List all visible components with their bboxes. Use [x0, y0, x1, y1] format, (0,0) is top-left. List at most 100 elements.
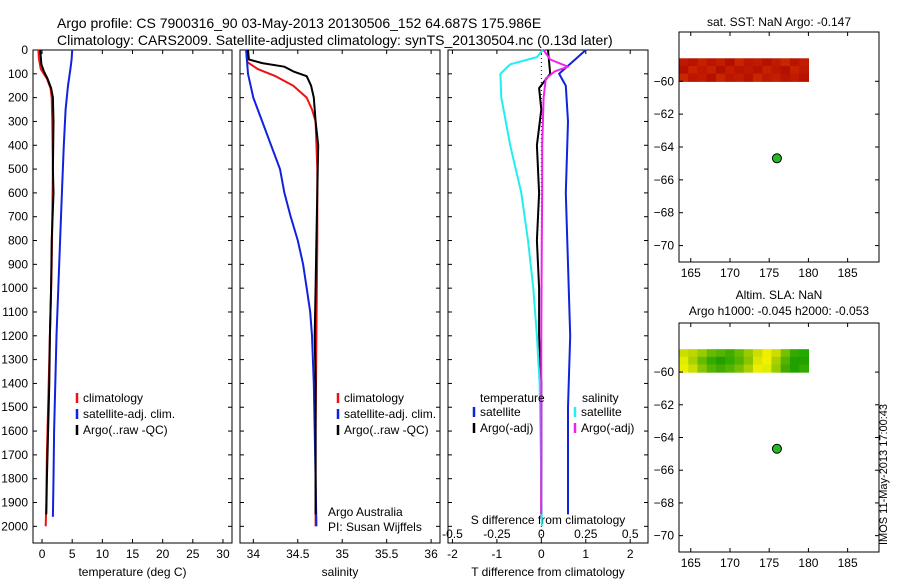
temperature-ytick-label: 600 [8, 186, 28, 200]
salinity-xtick-label: 34.5 [286, 547, 310, 561]
difference-series-satellite [558, 49, 587, 515]
sla_map-cell [725, 349, 736, 358]
difference-xtick-label: 2 [627, 547, 634, 561]
temperature-ytick-label: 1300 [1, 353, 28, 367]
difference-legend-header-salinity: salinity [582, 391, 619, 405]
sla_map-cell [743, 364, 754, 373]
sst_map-argo-marker [771, 153, 782, 164]
sla_map-cell [752, 349, 763, 358]
temperature-ytick-label: 500 [8, 162, 28, 176]
sla_map-xtick-label: 180 [798, 556, 818, 570]
sst_map-cell [679, 58, 689, 67]
sla_map-cell [789, 349, 800, 358]
footer-credit: IMOS 11-May-2013 17:00:43 [878, 404, 890, 545]
sla_map-cell [697, 349, 708, 358]
sla_map-xtick-label: 175 [759, 556, 779, 570]
difference-frame [447, 49, 649, 544]
sla_map-cell [679, 364, 689, 373]
sst_map-cell [762, 73, 773, 82]
sst_map-cell [771, 65, 782, 75]
difference-xtick-label: -2 [447, 547, 458, 561]
sla_map-ytick-label: −70 [654, 529, 675, 543]
temperature-ytick-label: 1400 [1, 376, 28, 390]
sla_map-cell [743, 356, 754, 366]
temperature-xtick-label: 30 [216, 547, 230, 561]
difference-legend-header-temperature: temperature [480, 391, 545, 405]
temperature-frame [32, 49, 233, 544]
sst_map-cell [789, 65, 800, 75]
sst_map-ytick-label: −70 [654, 239, 675, 253]
sst_map-cell [762, 58, 773, 67]
sst_map-cell [715, 73, 726, 82]
temperature-ytick-label: 1900 [1, 496, 28, 510]
temperature-xlabel: temperature (deg C) [78, 565, 186, 579]
temperature-ytick-label: 100 [8, 67, 28, 81]
sst_map-cell [734, 65, 745, 75]
temperature-legend-label: Argo(..raw -QC) [83, 423, 168, 437]
sst_map-cell [725, 73, 736, 82]
salinity-frame [239, 49, 441, 544]
sst_map-cell [752, 73, 763, 82]
sla_map-cell [715, 364, 726, 373]
sla_map-cell [799, 356, 810, 366]
sla_map-cell [734, 364, 745, 373]
salinity-legend-label: satellite-adj. clim. [344, 407, 436, 421]
salinity-xtick-label: 36 [424, 547, 438, 561]
temperature-ytick-label: 1200 [1, 329, 28, 343]
temperature-xtick-label: 10 [96, 547, 110, 561]
sst_map-cell [799, 73, 810, 82]
temperature-ytick-label: 700 [8, 210, 28, 224]
sst_map-cell [789, 73, 800, 82]
sla_map-cell [743, 349, 754, 358]
sst_map-cell [734, 58, 745, 67]
sla_map-chart: 165 170 175 180 185 −60 −62 −64 −66 −68 −70 Altim. … [654, 288, 880, 570]
temperature-chart: 0 5 10 15 20 25 300100200300400500600700800900… [1, 43, 233, 579]
temperature-ytick-label: 1500 [1, 400, 28, 414]
sst_map-cell [780, 73, 791, 82]
sla_map-cell [697, 356, 708, 366]
sla_map-xtick-label: 185 [838, 556, 858, 570]
difference-xtick-top-label: 0 [538, 527, 545, 541]
sst_map-cell [715, 58, 726, 67]
temperature-ytick-label: 1000 [1, 281, 28, 295]
sst_map-xtick-label: 175 [759, 266, 779, 280]
sla_map-cell [725, 356, 736, 366]
figure-title-line2: Climatology: CARS2009. Satellite-adjuste… [57, 32, 613, 48]
sla_map-cell [725, 364, 736, 373]
sst_map-cell [799, 65, 810, 75]
sst_map-cell [771, 73, 782, 82]
sla_map-cell [688, 356, 699, 366]
salinity-xtick-label: 34 [247, 547, 261, 561]
sla_map-ytick-label: −64 [654, 431, 675, 445]
sla_map-cell [780, 356, 791, 366]
sla_map-cell [715, 356, 726, 366]
salinity-legend-label: climatology [344, 391, 404, 405]
sla_map-cell [734, 356, 745, 366]
temperature-xtick-label: 5 [69, 547, 76, 561]
sst_map-cell [799, 58, 810, 67]
temperature-ytick-label: 300 [8, 114, 28, 128]
difference-xtick-top-label: 0.25 [574, 527, 598, 541]
salinity-xtick-label: 35.5 [375, 547, 399, 561]
salinity-series-satellite [245, 49, 318, 527]
sst_map-cell [688, 58, 699, 67]
sla_map-cell [679, 349, 689, 358]
difference-series-sat_salinity [499, 49, 544, 527]
temperature-xtick-label: 0 [39, 547, 46, 561]
sst_map-cell [762, 65, 773, 75]
sst_map-chart: 165 170 175 180 185 −60 −62 −64 −66 −68 −70 sat. SS… [654, 15, 880, 280]
sla_map-cell [706, 364, 717, 373]
sla_map-cell [780, 349, 791, 358]
temperature-ytick-label: 1700 [1, 448, 28, 462]
salinity-legend-label: Argo(..raw -QC) [344, 423, 429, 437]
sla_map-xtick-label: 165 [681, 556, 701, 570]
sst_map-cell [734, 73, 745, 82]
sla_map-ytick-label: −62 [654, 398, 675, 412]
sst_map-cell [697, 65, 708, 75]
difference-chart: -2 -1 0 1 2T difference from climatology -0.5… [442, 49, 649, 579]
sla_map-cell [762, 364, 773, 373]
sst_map-cell [688, 65, 699, 75]
difference-xtick-top-label: -0.5 [442, 527, 463, 541]
temperature-series-argo [39, 49, 55, 515]
